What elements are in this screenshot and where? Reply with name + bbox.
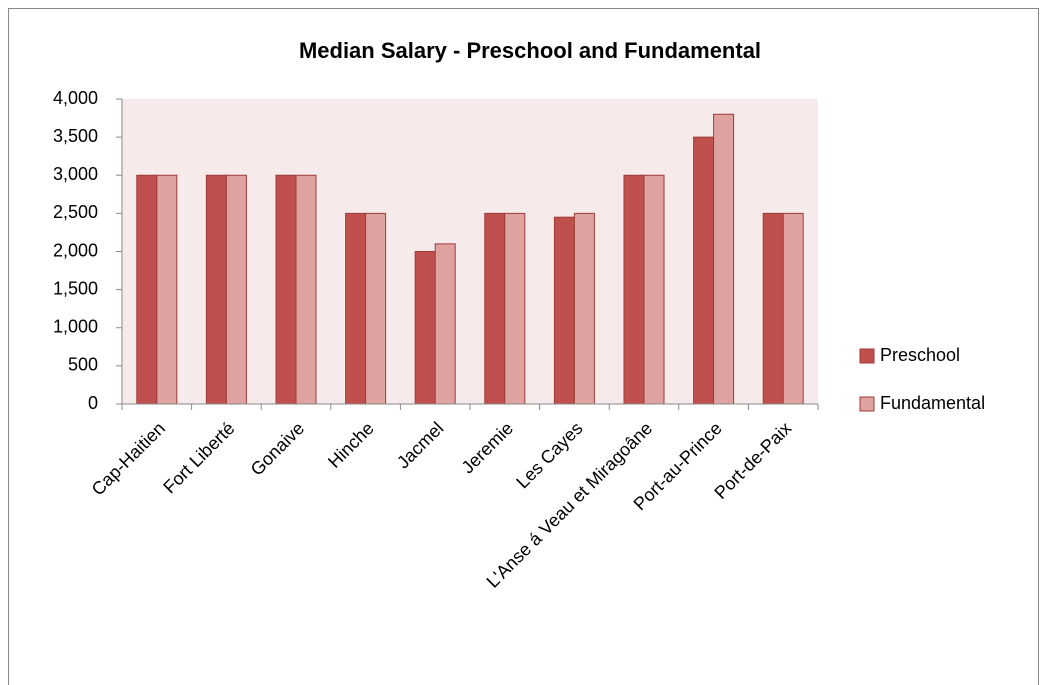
bar [484,212,506,405]
y-tick-label: 2,500 [53,202,98,222]
y-tick-label: 0 [88,393,98,413]
bar [225,174,247,405]
bar [553,216,575,405]
legend-swatch [859,348,875,364]
y-tick-label: 4,000 [53,88,98,108]
legend-label: Fundamental [880,393,985,413]
bar [295,174,317,405]
bar [762,212,784,405]
y-tick-label: 3,000 [53,164,98,184]
bar [504,212,526,405]
chart-title: Median Salary - Preschool and Fundamenta… [299,38,761,63]
bar [156,174,178,405]
bar [643,174,665,405]
y-tick-label: 2,000 [53,240,98,260]
bar [414,251,436,405]
bar [345,212,367,405]
bar [623,174,645,405]
y-tick-label: 1,500 [53,278,98,298]
legend-swatch [859,396,875,412]
bar [782,212,804,405]
bar [713,113,735,405]
y-tick-label: 500 [68,355,98,375]
bar [275,174,297,405]
bar [365,212,387,405]
legend-label: Preschool [880,345,960,365]
bar [693,136,715,405]
y-tick-label: 3,500 [53,126,98,146]
y-tick-label: 1,000 [53,317,98,337]
bar [205,174,227,405]
bar [136,174,158,405]
bar [434,243,456,405]
bar [573,212,595,405]
